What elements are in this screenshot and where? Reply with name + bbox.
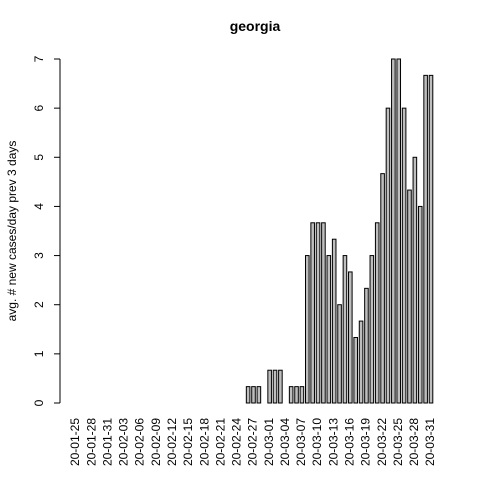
bar <box>245 386 251 404</box>
y-tick-label: 3 <box>32 252 46 259</box>
bar <box>396 58 402 404</box>
x-tick-label: 20-02-03 <box>117 418 131 466</box>
y-tick-label: 5 <box>32 154 46 161</box>
y-tick-label: 2 <box>32 301 46 308</box>
bar <box>315 222 321 404</box>
x-tick-label: 20-02-24 <box>230 418 244 466</box>
x-tick-label: 20-03-22 <box>375 418 389 466</box>
bar <box>326 255 332 404</box>
bar <box>256 386 262 404</box>
bar <box>337 304 342 404</box>
bar <box>342 255 348 404</box>
bar <box>310 222 315 404</box>
bar <box>364 287 369 404</box>
bar <box>412 156 418 404</box>
x-tick-label: 20-03-04 <box>278 418 292 466</box>
bar <box>267 369 272 404</box>
x-tick-label: 20-02-09 <box>149 418 163 466</box>
bar <box>288 386 294 404</box>
x-tick-label: 20-02-18 <box>197 418 211 466</box>
bar <box>278 369 283 404</box>
x-tick-label: 20-01-25 <box>68 418 82 466</box>
bar <box>353 336 358 404</box>
x-tick-label: 20-02-27 <box>246 418 260 466</box>
bar <box>251 386 256 404</box>
y-tick-label: 7 <box>32 55 46 62</box>
bar <box>423 74 428 404</box>
x-tick-label: 20-01-31 <box>100 418 114 466</box>
bar <box>374 222 380 404</box>
x-tick-label: 20-02-12 <box>165 418 179 466</box>
x-tick-label: 20-03-01 <box>262 418 276 466</box>
bar <box>304 255 310 404</box>
bar <box>407 189 412 404</box>
bar <box>358 320 364 404</box>
bar <box>331 238 337 404</box>
y-tick-label: 0 <box>32 399 46 406</box>
x-tick-label: 20-03-31 <box>423 418 437 466</box>
x-tick-label: 20-02-15 <box>181 418 195 466</box>
y-tick-label: 6 <box>32 104 46 111</box>
bar <box>299 386 305 404</box>
x-tick-label: 20-03-16 <box>342 418 356 466</box>
bar <box>321 222 326 404</box>
x-tick-label: 20-03-28 <box>407 418 421 466</box>
x-tick-label: 20-03-13 <box>326 418 340 466</box>
x-tick-label: 20-03-10 <box>310 418 324 466</box>
chart-title: georgia <box>230 18 281 34</box>
x-tick-label: 20-03-19 <box>359 418 373 466</box>
bar <box>348 271 353 404</box>
y-tick-label: 1 <box>32 350 46 357</box>
y-axis-label: avg. # new cases/day prev 3 days <box>5 141 19 322</box>
x-tick-label: 20-02-21 <box>213 418 227 466</box>
x-tick-label: 20-02-06 <box>133 418 147 466</box>
bar <box>369 255 375 404</box>
bar <box>385 107 391 404</box>
bar <box>380 173 385 404</box>
y-tick-label: 4 <box>32 203 46 210</box>
bar <box>401 107 407 404</box>
bar <box>272 369 278 404</box>
x-tick-label: 20-03-25 <box>391 418 405 466</box>
x-tick-label: 20-01-28 <box>84 418 98 466</box>
bar <box>294 386 299 404</box>
x-tick-label: 20-03-07 <box>294 418 308 466</box>
bar <box>391 58 396 404</box>
bar <box>428 74 434 404</box>
bar <box>417 205 423 404</box>
